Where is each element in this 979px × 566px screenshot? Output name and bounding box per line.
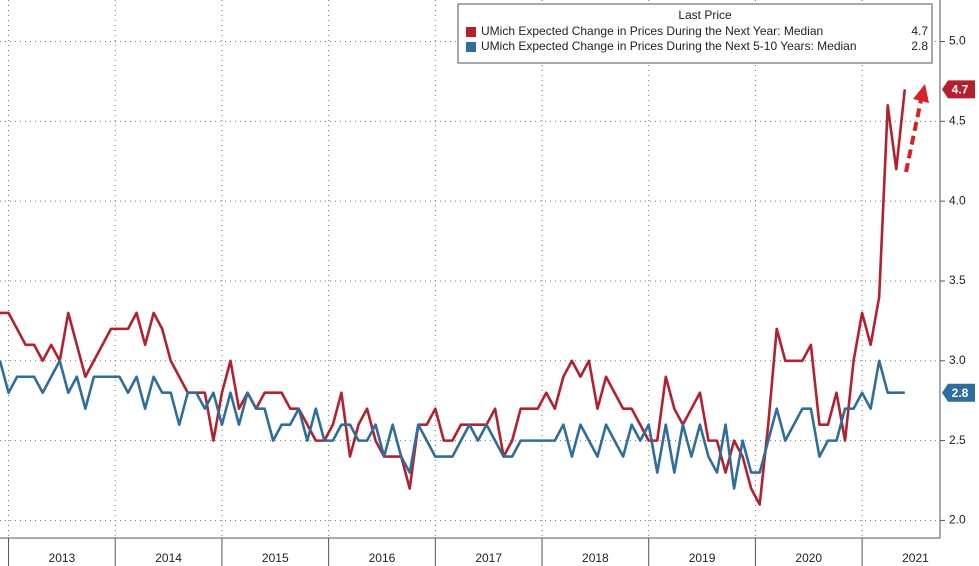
y-tick-label: 4.0: [949, 193, 966, 207]
legend-box: [457, 3, 933, 64]
legend-swatch: [466, 42, 476, 52]
y-tick-label: 3.0: [949, 353, 966, 367]
legend-label: UMich Expected Change in Prices During t…: [481, 39, 857, 53]
y-tick-label: 4.5: [949, 114, 966, 128]
y-tick-label: 2.0: [949, 513, 966, 527]
last-value-label: 2.8: [952, 386, 969, 400]
legend-value: 2.8: [911, 39, 928, 53]
lines: [0, 89, 907, 506]
line-series: [0, 89, 907, 506]
line-series: [0, 359, 905, 490]
trend-arrow: [904, 99, 923, 173]
x-tick-label: 2021: [902, 551, 929, 565]
x-tick-label: 2018: [582, 551, 609, 565]
x-tick-label: 2013: [49, 551, 76, 565]
legend: Last Price UMich Expected Change in Pric…: [457, 3, 933, 64]
last-value-label: 4.7: [952, 83, 969, 97]
x-tick-label: 2014: [155, 551, 182, 565]
x-tick-label: 2015: [262, 551, 289, 565]
legend-swatch: [466, 27, 476, 37]
last-value-badge: [942, 80, 975, 99]
y-tick-label: 5.0: [949, 34, 966, 48]
x-tick-label: 2016: [369, 551, 396, 565]
last-value-badge: [942, 383, 975, 402]
y-tick-label: 2.5: [949, 433, 966, 447]
legend-label: UMich Expected Change in Prices During t…: [481, 24, 823, 38]
axes: 2.0 2.5 3.0 3.5 4.0 4.5 5.0 2013 2014 2015 2016 201…: [8, 34, 975, 566]
x-tick-label: 2017: [475, 551, 502, 565]
x-tick-label: 2019: [689, 551, 716, 565]
trend-arrow-head: [913, 84, 929, 103]
legend-title: Last Price: [678, 8, 732, 22]
legend-value: 4.7: [911, 24, 928, 38]
y-tick-label: 3.5: [949, 273, 966, 287]
x-tick-label: 2020: [795, 551, 822, 565]
